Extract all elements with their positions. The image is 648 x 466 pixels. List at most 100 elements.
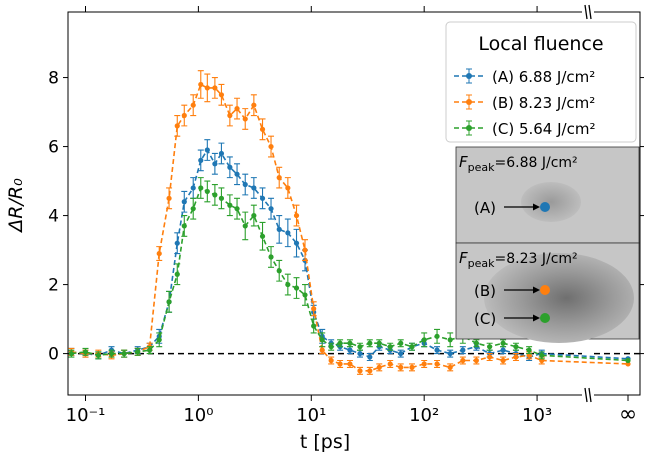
data-point (174, 240, 180, 246)
data-point (367, 368, 373, 374)
y-tick-label: 0 (48, 345, 59, 365)
inset-point (540, 202, 550, 212)
data-point (487, 344, 493, 350)
data-point (251, 185, 257, 191)
legend-box (445, 21, 637, 143)
data-point (460, 357, 466, 364)
data-point (337, 361, 343, 367)
y-axis-label: ΔR/R₀ (5, 178, 27, 234)
y-tick-label: 8 (48, 69, 59, 89)
data-point (473, 340, 479, 346)
data-point (242, 181, 248, 188)
data-point (526, 347, 532, 353)
data-point (311, 323, 317, 329)
inset-arrowhead (533, 314, 540, 322)
y-tick-label: 2 (48, 276, 59, 296)
x-tick-label: 10² (409, 405, 439, 426)
data-point (147, 347, 153, 353)
data-point (268, 206, 274, 212)
data-point (347, 347, 353, 353)
data-point (500, 347, 506, 353)
inset-point-label: (C) (474, 310, 496, 328)
inset-title-part: =6.88 J/cm² (495, 155, 578, 171)
data-point (337, 340, 343, 346)
x-tick-label: 10¹ (296, 405, 326, 426)
inset-title-part: =8.23 J/cm² (495, 251, 578, 267)
data-point (268, 143, 274, 150)
data-point (259, 233, 266, 239)
inset-title-part: F (459, 249, 468, 267)
data-point (181, 112, 187, 119)
data-point (156, 337, 162, 343)
data-point (218, 92, 225, 98)
data-point (447, 337, 453, 343)
data-point (473, 357, 479, 364)
data-point (513, 344, 519, 350)
data-point (500, 357, 506, 364)
inset-title: Fpeak=6.88 J/cm² (459, 153, 578, 174)
data-point (398, 364, 404, 370)
x-tick-label: 10⁻¹ (66, 405, 106, 426)
data-point (513, 354, 519, 360)
legend-label: (A) 6.88 J/cm² (492, 68, 595, 86)
inset-arrowhead (533, 203, 540, 211)
series-connector (541, 359, 629, 365)
legend-label: (C) 5.64 J/cm² (492, 120, 595, 138)
axis-break (584, 4, 588, 20)
data-point (204, 85, 210, 91)
data-point (311, 306, 317, 312)
data-point (121, 350, 127, 357)
x-tick-label: 10⁰ (183, 405, 213, 426)
x-tick-label: 10³ (522, 405, 552, 426)
data-point (276, 175, 282, 181)
data-point (376, 340, 382, 346)
inset-title-part: peak (468, 161, 495, 174)
data-point (328, 357, 334, 364)
data-point (347, 340, 353, 346)
data-point (227, 164, 233, 170)
data-point (319, 347, 325, 353)
data-point (625, 357, 631, 364)
series-connector (541, 354, 629, 362)
data-point (302, 292, 308, 298)
inset-spot (521, 182, 581, 222)
legend-title: Local fluence (478, 33, 603, 55)
data-point (387, 361, 393, 367)
data-point (447, 350, 453, 357)
data-point (357, 368, 363, 374)
data-point (367, 340, 373, 346)
data-point (190, 185, 196, 191)
data-point (198, 81, 204, 88)
axis-break (584, 387, 588, 403)
inset-point (540, 313, 550, 323)
data-point (242, 223, 248, 229)
data-point (539, 352, 545, 358)
plot-area (68, 70, 640, 375)
inset-spot (484, 253, 634, 343)
data-point (293, 212, 300, 219)
x-axis-label: t [ps] (300, 431, 350, 453)
data-point (181, 223, 187, 229)
data-point (398, 350, 404, 357)
axis-spine (594, 11, 641, 396)
data-point (251, 212, 257, 219)
inset-point-label: (A) (474, 199, 496, 217)
series-connector (541, 352, 629, 360)
data-point (190, 206, 196, 212)
data-point (434, 347, 440, 353)
inset-title-part: F (459, 153, 468, 171)
series-line (71, 83, 543, 372)
legend-marker (466, 73, 472, 79)
data-point (285, 185, 291, 191)
inset-point-label: (B) (474, 282, 496, 300)
data-point (135, 349, 141, 355)
data-point (409, 364, 415, 370)
data-point (259, 195, 266, 201)
data-point (285, 281, 291, 288)
data-point (398, 340, 404, 346)
data-point (95, 352, 101, 358)
data-point (357, 344, 363, 350)
data-point (68, 350, 74, 357)
x-tick-label: ∞ (619, 402, 637, 427)
data-point (218, 150, 225, 157)
